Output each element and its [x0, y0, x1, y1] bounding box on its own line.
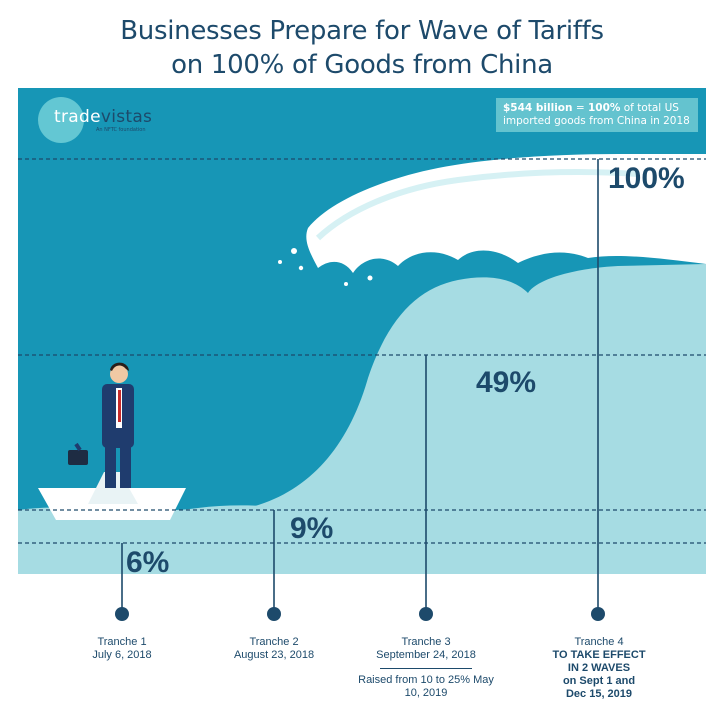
logo-word-vistas: vistas — [100, 106, 153, 127]
tranche-3-name: Tranche 3 — [401, 636, 451, 648]
tranche-2-label: Tranche 2 August 23, 2018 — [199, 636, 349, 662]
hair — [110, 362, 129, 371]
tradevistas-logo: tradevistas An NFTC foundation — [38, 97, 152, 143]
level-gridlines — [18, 158, 706, 544]
logo-circle — [38, 97, 84, 143]
spray-dot — [298, 265, 304, 271]
chart-panel: tradevistas An NFTC foundation $544 bill… — [18, 88, 706, 578]
tie — [118, 390, 121, 422]
logo-text: tradevistas An NFTC foundation — [54, 106, 153, 133]
chart-title: Businesses Prepare for Wave of Tariffs o… — [0, 14, 724, 82]
tranche-markers — [115, 574, 605, 621]
briefcase-icon — [68, 450, 88, 465]
value-label-tranche-1: 6% — [126, 546, 170, 579]
tranche-2-date: August 23, 2018 — [233, 649, 315, 661]
logo-wordmark: tradevistas — [54, 106, 153, 127]
logo-word-trade: trade — [54, 106, 101, 127]
tranche-4-marker-dot — [591, 607, 605, 621]
tranche-3-date: September 24, 2018 — [376, 649, 476, 661]
tranche-3-marker-dot — [419, 607, 433, 621]
value-label-tranche-4: 100% — [608, 162, 685, 195]
tranche-2-marker-dot — [267, 607, 281, 621]
spray-dot — [278, 260, 282, 264]
callout-percent: 100% — [587, 102, 621, 114]
head — [110, 365, 128, 383]
tranche-4-note-line-3: on Sept 1 and — [562, 675, 636, 687]
tranche-4-note-line-4: Dec 15, 2019 — [565, 688, 633, 700]
wave-crest — [306, 154, 706, 273]
title-line-1: Businesses Prepare for Wave of Tariffs — [120, 16, 604, 46]
tranche-1-name: Tranche 1 — [97, 636, 147, 648]
tranche-1-date: July 6, 2018 — [92, 649, 152, 661]
value-label-tranche-3: 49% — [476, 366, 537, 399]
tranche-1-label: Tranche 1 July 6, 2018 — [47, 636, 197, 662]
title-line-2: on 100% of Goods from China — [171, 50, 553, 80]
tranche-3-divider — [380, 668, 472, 669]
wave-body — [18, 264, 706, 574]
tranche-stems — [121, 159, 599, 574]
spray-dot — [367, 275, 373, 281]
tranche-4-note-line-1: TO TAKE EFFECT — [552, 649, 646, 661]
value-label-tranche-2: 9% — [290, 512, 334, 545]
tranche-4-name: Tranche 4 — [574, 636, 624, 648]
tranche-3-label: Tranche 3 September 24, 2018 Raised from… — [351, 636, 501, 700]
tranche-4-label: Tranche 4 TO TAKE EFFECT IN 2 WAVES on S… — [524, 636, 674, 701]
logo-subtitle: An NFTC foundation — [96, 126, 146, 133]
callout-equals: = — [572, 102, 588, 114]
tranche-1-marker-dot — [115, 607, 129, 621]
callout-text: of total US imported goods from China in… — [503, 102, 690, 127]
chart-svg — [18, 88, 706, 574]
spray-dot — [291, 248, 297, 254]
right-leg — [120, 444, 131, 488]
tranche-4-note-line-2: IN 2 WAVES — [567, 662, 631, 674]
left-leg — [105, 444, 116, 488]
total-callout: $544 billion = 100% of total US imported… — [496, 98, 698, 132]
tranche-2-name: Tranche 2 — [249, 636, 299, 648]
wave-crest-foam — [315, 169, 639, 241]
arm — [74, 442, 82, 452]
callout-amount: $544 billion — [503, 102, 573, 114]
spray-dot — [344, 282, 348, 286]
businessman — [68, 362, 134, 488]
wave-spray — [278, 248, 373, 286]
tranche-3-note: Raised from 10 to 25% May 10, 2019 — [358, 674, 494, 699]
